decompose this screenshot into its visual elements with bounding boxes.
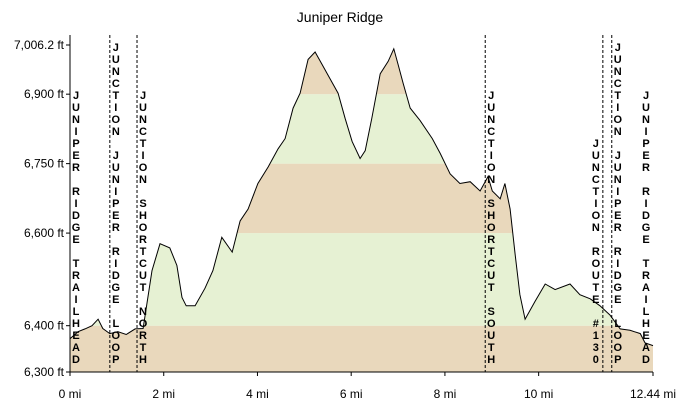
y-tick-label: 6,300 ft (24, 365, 65, 379)
marker-label: JUNCTION ROUTE #130 (590, 138, 602, 366)
x-tick-label: 10 mi (524, 387, 553, 401)
elevation-band (70, 325, 653, 372)
x-tick-label: 2 mi (152, 387, 175, 401)
marker-label: JUNCTION SHORTCUT NORTH (137, 90, 149, 366)
elevation-line (69, 47, 654, 347)
y-tick-label: 6,750 ft (24, 157, 65, 171)
x-tick-label: 0 mi (59, 387, 82, 401)
marker-label: JUNIPER RIDGE TRAILHEAD (70, 90, 82, 366)
elevation-band (70, 94, 653, 164)
bands (70, 48, 653, 372)
x-tick-label: 12.44 mi (630, 387, 676, 401)
x-tick-label: 4 mi (246, 387, 269, 401)
chart-title: Juniper Ridge (297, 9, 384, 25)
y-tick-label: 6,400 ft (24, 319, 65, 333)
marker-label: JUNCTION JUNIPER RIDGE LOOP (110, 42, 122, 366)
y-tick-label: 7,006.2 ft (14, 38, 65, 52)
elevation-band (70, 233, 653, 326)
elevation-band (70, 48, 653, 95)
x-tick-label: 6 mi (340, 387, 363, 401)
elevation-band (70, 163, 653, 234)
y-tick-label: 6,900 ft (24, 87, 65, 101)
marker-label: JUNCTION SHORTCUT SOUTH (485, 90, 497, 366)
marker-label: JUNCTION JUNIPER RIDGE LOOP (612, 42, 624, 366)
y-tick-label: 6,600 ft (24, 226, 65, 240)
marker-label: JUNIPER RIDGE TRAILHEAD (640, 90, 652, 366)
x-tick-label: 8 mi (434, 387, 457, 401)
